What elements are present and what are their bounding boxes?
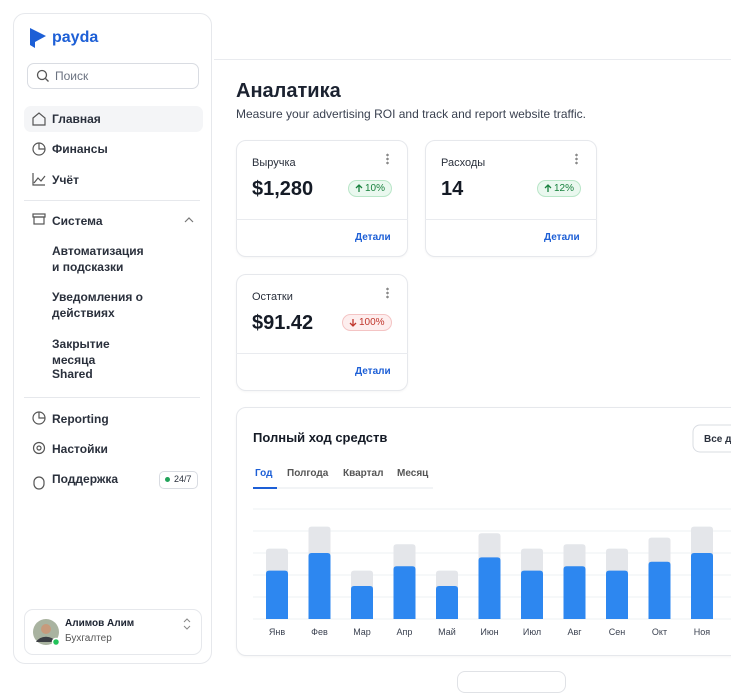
divider bbox=[24, 200, 200, 201]
chart: Полный ход средств Все даты Год Полгода Квар… bbox=[253, 424, 731, 637]
x-tick-label: Май bbox=[438, 627, 456, 637]
nav-item[interactable]: Поддержка bbox=[52, 472, 119, 486]
card-link[interactable]: Детали bbox=[544, 232, 580, 243]
logo bbox=[30, 28, 46, 48]
more-menu[interactable] bbox=[386, 153, 389, 165]
stat-card bbox=[425, 140, 597, 257]
card-divider bbox=[425, 219, 597, 220]
x-tick-label: Июн bbox=[480, 627, 498, 637]
nav-group[interactable]: Система bbox=[52, 214, 103, 228]
x-tick-label: Июл bbox=[523, 627, 541, 637]
bar bbox=[393, 566, 416, 619]
arrow-icon bbox=[355, 184, 363, 192]
x-tick-label: Ноя bbox=[694, 627, 711, 637]
user-name: Алимов Алим bbox=[65, 618, 135, 629]
status-dot bbox=[165, 477, 170, 482]
tab[interactable]: Месяц bbox=[397, 468, 429, 479]
filter-button[interactable] bbox=[692, 424, 731, 453]
bar bbox=[563, 566, 586, 619]
topbar-border bbox=[214, 59, 731, 60]
bar bbox=[521, 570, 543, 619]
nav-item[interactable]: Reporting bbox=[52, 412, 109, 426]
chart-card: Полный ход средств Все даты Год Полгода Квар… bbox=[236, 407, 731, 656]
nav-item[interactable]: Финансы bbox=[52, 142, 108, 156]
stat-card bbox=[236, 274, 408, 391]
brand: payda bbox=[52, 29, 99, 46]
tab[interactable]: Квартал bbox=[343, 468, 383, 479]
bar bbox=[648, 561, 671, 619]
bar bbox=[606, 570, 628, 619]
stat-value: 14 bbox=[441, 178, 464, 200]
bar bbox=[478, 557, 501, 619]
nav-item[interactable]: Главная bbox=[52, 112, 101, 126]
stat-label: Выручка bbox=[252, 157, 296, 169]
nav-subitem[interactable]: Закрытие месяца bbox=[52, 337, 110, 367]
chevron bbox=[184, 217, 194, 223]
search-placeholder: Поиск bbox=[55, 69, 89, 83]
more-menu[interactable] bbox=[386, 287, 389, 299]
card-divider bbox=[236, 219, 408, 220]
nav-item[interactable]: Учёт bbox=[52, 173, 79, 187]
arrow-icon bbox=[349, 319, 357, 327]
nav-active-bg bbox=[24, 106, 203, 132]
stat-card bbox=[236, 140, 408, 257]
avatar bbox=[33, 619, 60, 646]
card-divider bbox=[236, 353, 408, 354]
user-role: Бухгалтер bbox=[65, 633, 112, 644]
page-title: Аналатика bbox=[236, 80, 341, 102]
nav-subitem[interactable]: Уведомления о действиях bbox=[52, 290, 143, 320]
filter-button-label[interactable]: Все даты bbox=[704, 434, 731, 445]
user-card[interactable] bbox=[24, 609, 202, 655]
x-tick-label: Мар bbox=[353, 627, 371, 637]
stat-change: 100% bbox=[342, 314, 392, 331]
search-box[interactable] bbox=[27, 63, 199, 89]
bar bbox=[351, 586, 373, 619]
nav-icons bbox=[32, 112, 46, 490]
x-tick-label: Окт bbox=[652, 627, 667, 637]
stat-change: 12% bbox=[537, 180, 582, 197]
x-tick-label: Апр bbox=[397, 627, 413, 637]
stat-label: Расходы bbox=[441, 157, 486, 169]
page: payda Поиск Главная Финансы Учёт Система… bbox=[13, 13, 731, 693]
chart-title: Полный ход средств bbox=[253, 430, 387, 445]
card-link[interactable]: Детали bbox=[355, 366, 391, 377]
tab[interactable]: Полгода bbox=[287, 468, 329, 479]
stat-value: $1,280 bbox=[252, 178, 314, 200]
bar bbox=[308, 553, 331, 619]
bottom-button[interactable] bbox=[457, 671, 566, 693]
nav-subitem[interactable]: Shared bbox=[52, 367, 93, 381]
x-tick-label: Сен bbox=[609, 627, 626, 637]
nav-subitem[interactable]: Автоматизация и подсказки bbox=[52, 244, 144, 274]
bar bbox=[266, 570, 288, 619]
support-badge: 24/7 bbox=[159, 471, 198, 489]
divider bbox=[24, 397, 200, 398]
page-subtitle: Measure your advertising ROI and track a… bbox=[236, 107, 586, 121]
more-menu[interactable] bbox=[575, 153, 578, 165]
bar bbox=[691, 553, 713, 619]
stat-change: 10% bbox=[348, 180, 393, 197]
user-chevron bbox=[183, 618, 191, 630]
stat-value: $91.42 bbox=[252, 312, 314, 334]
stat-label: Остатки bbox=[252, 291, 293, 303]
x-tick-label: Янв bbox=[269, 627, 285, 637]
tab[interactable]: Год bbox=[255, 468, 273, 479]
arrow-icon bbox=[544, 184, 552, 192]
nav-item[interactable]: Настойки bbox=[52, 442, 108, 456]
search-icon bbox=[36, 69, 49, 82]
x-tick-label: Авг bbox=[567, 627, 582, 637]
x-tick-label: Фев bbox=[311, 627, 328, 637]
card-link[interactable]: Детали bbox=[355, 232, 391, 243]
bar bbox=[436, 586, 458, 619]
